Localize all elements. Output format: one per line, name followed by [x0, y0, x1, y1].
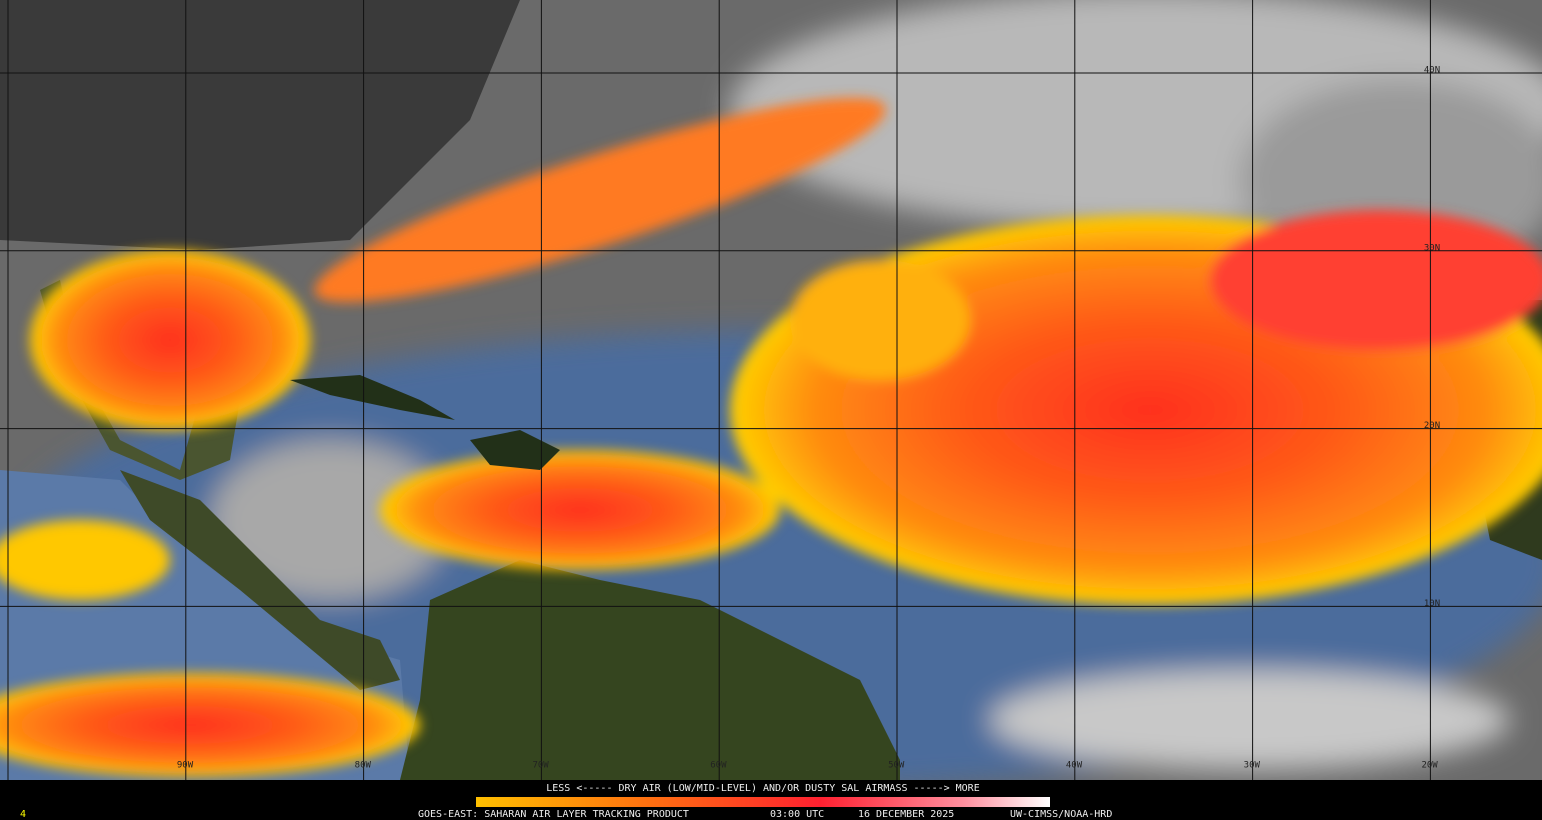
- graticule: 40N 30N 20N 10N 90W 80W 70W 60W 50W 40W 30W 20W: [0, 0, 1542, 780]
- lat-label: 20N: [1424, 421, 1440, 431]
- corner-label: 4: [20, 809, 26, 820]
- legend-caption: LESS <----- DRY AIR (LOW/MID-LEVEL) AND/…: [546, 783, 979, 794]
- imagery: [0, 0, 1542, 790]
- credit: UW-CIMSS/NOAA-HRD: [1010, 809, 1112, 820]
- lon-label: 20W: [1421, 761, 1438, 771]
- lon-label: 90W: [177, 761, 194, 771]
- lat-label: 40N: [1424, 66, 1440, 76]
- lat-label: 30N: [1424, 243, 1440, 253]
- lon-label: 80W: [355, 761, 372, 771]
- time: 03:00 UTC: [770, 809, 824, 820]
- lat-label: 10N: [1424, 599, 1440, 609]
- color-bar: [476, 797, 1050, 807]
- lon-label: 50W: [888, 761, 905, 771]
- product-name: GOES-EAST: SAHARAN AIR LAYER TRACKING PR…: [418, 809, 689, 820]
- lon-label: 30W: [1244, 761, 1261, 771]
- lon-label: 60W: [710, 761, 727, 771]
- lon-label: 40W: [1066, 761, 1083, 771]
- date: 16 DECEMBER 2025: [858, 809, 954, 820]
- lon-label: 70W: [532, 761, 549, 771]
